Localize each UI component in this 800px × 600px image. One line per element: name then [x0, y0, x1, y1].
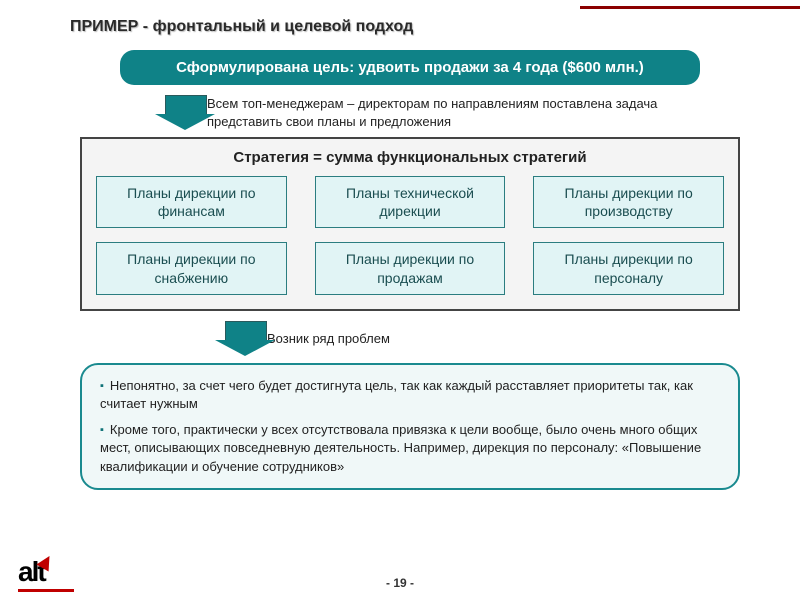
plan-box: Планы дирекции по продажам: [315, 242, 506, 294]
problems-panel: Непонятно, за счет чего будет достигнута…: [80, 363, 740, 490]
problem-item: Кроме того, практически у всех отсутство…: [100, 421, 720, 476]
arrow-down-icon: [165, 95, 207, 131]
plan-box: Планы дирекции по производству: [533, 176, 724, 228]
slide-content: ПРИМЕР - фронтальный и целевой подход Сф…: [0, 0, 800, 490]
plan-box: Планы технической дирекции: [315, 176, 506, 228]
plan-box: Планы дирекции по снабжению: [96, 242, 287, 294]
plan-box: Планы дирекции по персоналу: [533, 242, 724, 294]
plan-box: Планы дирекции по финансам: [96, 176, 287, 228]
strategy-title: Стратегия = сумма функциональных стратег…: [96, 149, 724, 166]
arrow-row-1: Всем топ-менеджерам – директорам по напр…: [165, 95, 750, 131]
strategy-panel: Стратегия = сумма функциональных стратег…: [80, 137, 740, 311]
problem-item: Непонятно, за счет чего будет достигнута…: [100, 377, 720, 413]
page-number: - 19 -: [0, 576, 800, 590]
arrow-1-caption: Всем топ-менеджерам – директорам по напр…: [207, 95, 677, 130]
plans-grid: Планы дирекции по финансам Планы техниче…: [96, 176, 724, 295]
arrow-down-icon: [225, 321, 267, 357]
decorative-top-line: [580, 6, 800, 9]
arrow-2-caption: Возник ряд проблем: [267, 330, 390, 348]
slide-title: ПРИМЕР - фронтальный и целевой подход: [70, 18, 750, 36]
arrow-row-2: Возник ряд проблем: [225, 321, 750, 357]
goal-statement: Сформулирована цель: удвоить продажи за …: [120, 50, 700, 85]
